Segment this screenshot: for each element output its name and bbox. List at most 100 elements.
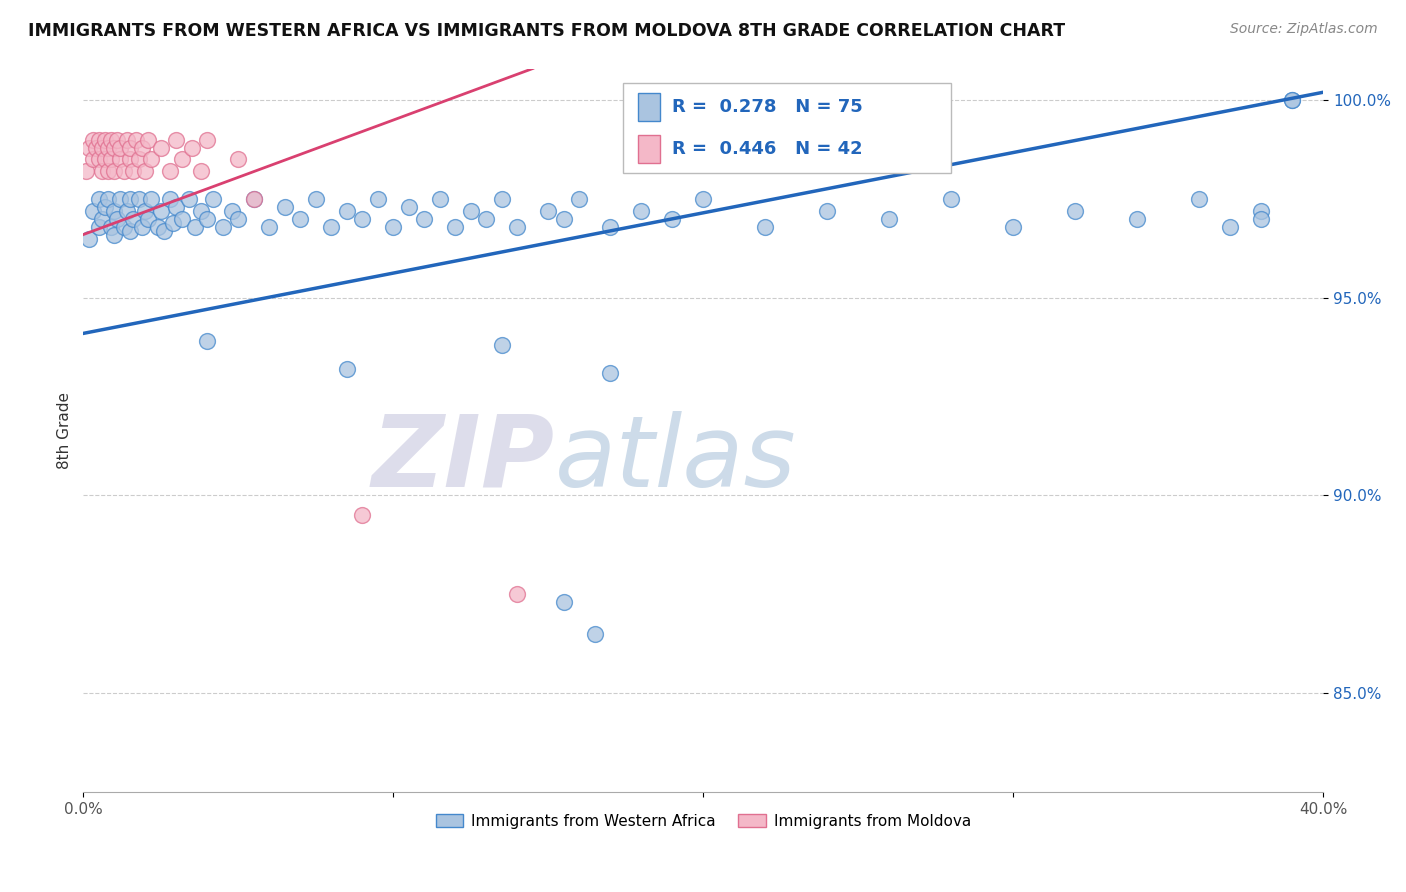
Point <box>165 200 187 214</box>
Point <box>138 133 160 147</box>
Point <box>82 133 104 147</box>
Bar <box>637 135 659 162</box>
Point <box>259 219 281 234</box>
Point <box>661 211 683 226</box>
Point <box>583 627 606 641</box>
Point <box>149 140 172 154</box>
Point <box>82 153 104 167</box>
Point <box>128 192 150 206</box>
Point <box>100 219 122 234</box>
Point <box>180 140 202 154</box>
Point <box>141 153 163 167</box>
Point <box>1281 93 1303 107</box>
Y-axis label: 8th Grade: 8th Grade <box>58 392 72 468</box>
Point <box>336 362 359 376</box>
Point <box>1002 219 1025 234</box>
Point <box>118 224 141 238</box>
Text: IMMIGRANTS FROM WESTERN AFRICA VS IMMIGRANTS FROM MOLDOVA 8TH GRADE CORRELATION : IMMIGRANTS FROM WESTERN AFRICA VS IMMIGR… <box>28 22 1066 40</box>
Point <box>115 133 138 147</box>
Point <box>162 216 184 230</box>
Point <box>190 203 212 218</box>
Point <box>274 200 297 214</box>
Point <box>382 219 405 234</box>
Point <box>429 192 451 206</box>
Point <box>90 164 112 178</box>
Point <box>290 211 312 226</box>
Point <box>506 219 529 234</box>
Text: R =  0.446   N = 42: R = 0.446 N = 42 <box>672 140 863 158</box>
Point <box>134 203 156 218</box>
Point <box>94 153 117 167</box>
Point <box>506 587 529 601</box>
Point <box>190 164 212 178</box>
Point <box>131 219 153 234</box>
Point <box>94 133 117 147</box>
Point <box>131 140 153 154</box>
Point <box>87 192 110 206</box>
Point <box>692 192 714 206</box>
Point <box>1281 93 1303 107</box>
Point <box>105 133 128 147</box>
Point <box>87 219 110 234</box>
Point <box>321 219 343 234</box>
Point <box>599 219 621 234</box>
Point <box>82 203 104 218</box>
Text: R =  0.278   N = 75: R = 0.278 N = 75 <box>672 98 863 116</box>
Point <box>568 192 591 206</box>
Point <box>84 140 107 154</box>
Point <box>94 200 117 214</box>
Point <box>87 153 110 167</box>
Point <box>352 508 374 523</box>
Point <box>118 192 141 206</box>
Point <box>398 200 420 214</box>
Point <box>1188 192 1211 206</box>
Point <box>877 211 900 226</box>
Point <box>153 224 176 238</box>
Point <box>90 140 112 154</box>
Text: ZIP: ZIP <box>371 410 554 508</box>
Point <box>118 153 141 167</box>
Point <box>138 211 160 226</box>
Point <box>110 153 132 167</box>
Point <box>115 203 138 218</box>
Point <box>941 192 963 206</box>
Point <box>172 153 194 167</box>
Point <box>110 140 132 154</box>
Point <box>100 153 122 167</box>
Point <box>1126 211 1149 226</box>
Point <box>491 192 513 206</box>
Point <box>149 203 172 218</box>
Point <box>97 192 120 206</box>
Point <box>103 203 125 218</box>
Point <box>87 133 110 147</box>
Point <box>184 219 207 234</box>
Point <box>475 211 498 226</box>
Point <box>110 192 132 206</box>
Point <box>146 219 169 234</box>
Point <box>172 211 194 226</box>
Point <box>305 192 328 206</box>
Point <box>460 203 482 218</box>
Point <box>1250 211 1272 226</box>
Point <box>352 211 374 226</box>
Point <box>141 192 163 206</box>
Point <box>1250 203 1272 218</box>
Text: atlas: atlas <box>554 410 796 508</box>
Point <box>97 164 120 178</box>
Point <box>75 164 97 178</box>
Point <box>226 153 249 167</box>
Point <box>243 192 266 206</box>
Point <box>128 153 150 167</box>
Point <box>159 164 181 178</box>
Point <box>336 203 359 218</box>
Point <box>112 164 135 178</box>
Point <box>599 366 621 380</box>
Point <box>79 140 101 154</box>
Legend: Immigrants from Western Africa, Immigrants from Moldova: Immigrants from Western Africa, Immigran… <box>430 807 977 835</box>
Point <box>367 192 389 206</box>
Point <box>413 211 436 226</box>
Point <box>177 192 200 206</box>
Point <box>754 219 776 234</box>
Point <box>100 133 122 147</box>
Point <box>221 203 243 218</box>
